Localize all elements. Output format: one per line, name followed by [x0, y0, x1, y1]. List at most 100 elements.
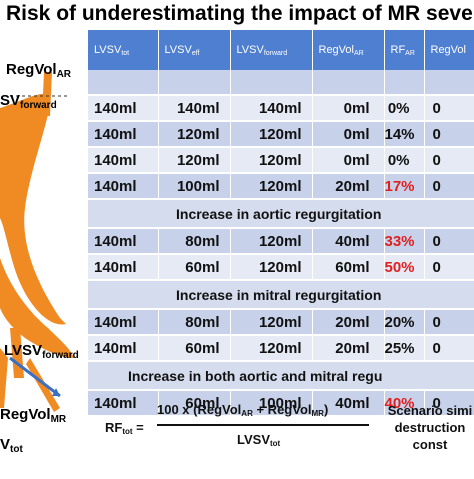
- section-heading: Increase in mitral regurgitation: [88, 280, 474, 310]
- table-cell: 25%: [384, 335, 425, 362]
- formula-lhs: RFtot =: [105, 420, 144, 436]
- table-row: 140ml 60ml 120ml 60ml 50% 0: [88, 254, 474, 281]
- table-row: 140ml 140ml 140ml 0ml 0% 0: [88, 95, 474, 122]
- table-cell: 0: [424, 147, 474, 174]
- table-cell: 140ml: [88, 147, 159, 174]
- table-cell: 80ml: [158, 228, 231, 255]
- table-row: 140ml 120ml 120ml 0ml 14% 0: [88, 121, 474, 148]
- section-heading: Increase in both aortic and mitral regu: [88, 361, 474, 391]
- table-cell: 140ml: [88, 228, 159, 255]
- table-cell: 0ml: [312, 121, 385, 148]
- table-cell: 120ml: [158, 121, 231, 148]
- table-cell: 100ml: [158, 173, 231, 200]
- table-cell: 33%: [384, 228, 425, 255]
- table-row: 140ml 100ml 120ml 20ml 17% 0: [88, 173, 474, 200]
- table-cell: 0ml: [312, 95, 385, 122]
- table-cell: 14%: [384, 121, 425, 148]
- formula-denominator: LVSVtot: [237, 432, 281, 448]
- table-cell: 120ml: [230, 173, 313, 200]
- table-cell: 20ml: [312, 173, 385, 200]
- table-cell: 0ml: [312, 147, 385, 174]
- lvsv-forward-label: LVSVforward: [4, 342, 79, 361]
- table-cell: 0: [424, 254, 474, 281]
- column-header: RegVol: [424, 30, 474, 70]
- section-row: Increase in both aortic and mitral regu: [88, 361, 474, 391]
- table-cell: 140ml: [88, 335, 159, 362]
- heart-shape-illustration: [0, 72, 74, 412]
- table-cell: 140ml: [88, 173, 159, 200]
- table-cell: 17%: [384, 173, 425, 200]
- table-cell: 50%: [384, 254, 425, 281]
- table-cell: 40ml: [312, 228, 385, 255]
- table-cell: 0%: [384, 95, 425, 122]
- rf-tot-formula: RFtot = 100 x (RegVolAR + RegVolMR) LVSV…: [105, 400, 369, 470]
- table-cell: 20ml: [312, 335, 385, 362]
- lvsv-forward-top-label: SVforward: [0, 92, 57, 111]
- note-line: const: [412, 437, 448, 452]
- table-row: 140ml 60ml 120ml 20ml 25% 0: [88, 335, 474, 362]
- table-cell: 40ml: [312, 390, 385, 417]
- table-cell: [230, 70, 313, 96]
- table-cell: 20ml: [312, 309, 385, 336]
- lvsv-tot-label: Vtot: [0, 436, 23, 455]
- table-cell: 120ml: [158, 147, 231, 174]
- table-cell: [384, 70, 425, 96]
- table-cell: 0: [424, 390, 474, 417]
- table-cell: 120ml: [230, 335, 313, 362]
- table-cell: 140ml: [88, 254, 159, 281]
- table-cell: 0: [424, 228, 474, 255]
- table-cell: 140ml: [230, 95, 313, 122]
- table-cell: 60ml: [158, 335, 231, 362]
- formula-numerator: 100 x (RegVolAR + RegVolMR): [157, 402, 329, 418]
- table-cell: 100ml: [230, 390, 313, 417]
- table-cell: 120ml: [230, 309, 313, 336]
- scenario-note: Scenario simi destruction const: [380, 402, 474, 453]
- table-cell: 140ml: [88, 390, 159, 417]
- heart-diagram: RegVolAR SVforward LVSVforward RegVolMR …: [0, 28, 92, 474]
- table-cell: 120ml: [230, 147, 313, 174]
- table-cell: 0: [424, 121, 474, 148]
- table-row: 140ml 120ml 120ml 0ml 0% 0: [88, 147, 474, 174]
- regvol-mr-label: RegVolMR: [0, 406, 67, 425]
- table-row: 140ml 80ml 120ml 20ml 20% 0: [88, 309, 474, 336]
- table-cell: [88, 70, 159, 96]
- table-cell: [158, 70, 231, 96]
- section-row: Increase in aortic regurgitation: [88, 199, 474, 229]
- table-cell: 60ml: [158, 390, 231, 417]
- table-header-row: LVSVtot LVSVeff LVSVforward RegVolAR RFA…: [88, 30, 474, 70]
- table-cell: 0: [424, 95, 474, 122]
- fraction-line: [157, 424, 369, 426]
- column-header: LVSVtot: [88, 30, 159, 70]
- table-cell: 60ml: [312, 254, 385, 281]
- table-cell: 0%: [384, 147, 425, 174]
- table-cell: 140ml: [88, 121, 159, 148]
- regvol-ar-label: RegVolAR: [6, 61, 72, 80]
- table-cell: 120ml: [230, 121, 313, 148]
- table-cell: 0: [424, 173, 474, 200]
- table-cell: 40%: [384, 390, 425, 417]
- column-header: LVSVeff: [158, 30, 231, 70]
- page-title: Risk of underestimating the impact of MR…: [6, 2, 474, 25]
- table-cell: 120ml: [230, 254, 313, 281]
- table-cell: 20%: [384, 309, 425, 336]
- table-cell: 60ml: [158, 254, 231, 281]
- column-header: RFAR: [384, 30, 425, 70]
- table-cell: 140ml: [88, 309, 159, 336]
- table-row: 140ml 60ml 100ml 40ml 40% 0: [88, 390, 474, 417]
- table-row: [88, 70, 474, 96]
- scenario-table: LVSVtot LVSVeff LVSVforward RegVolAR RFA…: [88, 30, 474, 417]
- note-line: destruction: [394, 420, 466, 435]
- table-cell: 0: [424, 335, 474, 362]
- table-cell: 80ml: [158, 309, 231, 336]
- table-cell: 120ml: [230, 228, 313, 255]
- column-header: RegVolAR: [312, 30, 385, 70]
- table-cell: 140ml: [88, 95, 159, 122]
- section-heading: Increase in aortic regurgitation: [88, 199, 474, 229]
- table-cell: 140ml: [158, 95, 231, 122]
- table-row: 140ml 80ml 120ml 40ml 33% 0: [88, 228, 474, 255]
- table-cell: 0: [424, 309, 474, 336]
- section-row: Increase in mitral regurgitation: [88, 280, 474, 310]
- column-header: LVSVforward: [230, 30, 313, 70]
- table-cell: [424, 70, 474, 96]
- note-line: Scenario simi: [387, 403, 473, 418]
